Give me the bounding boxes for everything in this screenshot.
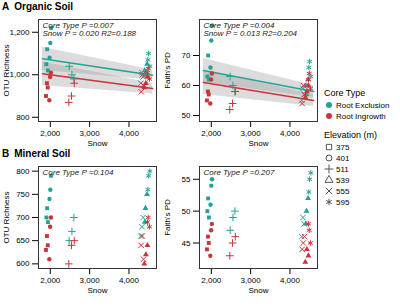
svg-text:Core Type P =0.007Snow P = 0.0: Core Type P =0.007Snow P = 0.020 R2=0.18… (43, 21, 137, 38)
svg-text:2,000: 2,000 (201, 276, 222, 285)
svg-text:595: 595 (336, 198, 350, 207)
svg-text:3,000: 3,000 (241, 129, 262, 138)
svg-text:1,200: 1,200 (9, 28, 30, 37)
svg-text:539: 539 (336, 176, 350, 185)
svg-text:555: 555 (336, 187, 350, 196)
svg-text:4,000: 4,000 (280, 129, 301, 138)
svg-text:800: 800 (16, 113, 30, 122)
svg-text:700: 700 (16, 213, 30, 222)
svg-text:401: 401 (336, 154, 350, 163)
svg-text:45: 45 (182, 239, 191, 248)
svg-text:2,000: 2,000 (40, 129, 61, 138)
svg-text:3,000: 3,000 (80, 129, 101, 138)
svg-text:4,000: 4,000 (280, 276, 301, 285)
svg-text:3,000: 3,000 (80, 276, 101, 285)
svg-text:4,000: 4,000 (119, 129, 140, 138)
html-text:Organic Soil: Organic Soil (14, 1, 74, 12)
svg-text:60: 60 (182, 81, 191, 90)
svg-text:50: 50 (182, 111, 191, 120)
svg-text:55: 55 (182, 175, 191, 184)
svg-text:Elevation (m): Elevation (m) (324, 130, 377, 140)
svg-text:2,000: 2,000 (40, 276, 61, 285)
svg-text:Core Type P =0.004Snow P = 0.0: Core Type P =0.004Snow P = 0.013 R2=0.20… (204, 21, 298, 38)
svg-text:Faith's PD: Faith's PD (163, 52, 172, 89)
svg-text:Snow: Snow (248, 286, 268, 295)
svg-text:800: 800 (16, 167, 30, 176)
svg-text:70: 70 (182, 51, 191, 60)
svg-text:375: 375 (336, 143, 350, 152)
svg-text:OTU Richness: OTU Richness (2, 191, 11, 243)
svg-text:Snow: Snow (87, 286, 107, 295)
svg-text:600: 600 (16, 259, 30, 268)
svg-text:Core Type: Core Type (324, 88, 365, 98)
svg-text:650: 650 (16, 236, 30, 245)
svg-text:Core Type P =0.207: Core Type P =0.207 (204, 168, 275, 177)
svg-text:2,000: 2,000 (201, 129, 222, 138)
svg-text:1,000: 1,000 (9, 70, 30, 79)
svg-text:Snow: Snow (87, 139, 107, 148)
svg-text:511: 511 (336, 165, 349, 174)
svg-text:Root Ingrowth: Root Ingrowth (336, 112, 386, 121)
svg-text:4,000: 4,000 (119, 276, 140, 285)
html-text:A: A (2, 1, 10, 12)
svg-text:OTU Richness: OTU Richness (2, 44, 11, 96)
svg-text:50: 50 (182, 207, 191, 216)
svg-text:Snow: Snow (248, 139, 268, 148)
svg-text:3,000: 3,000 (241, 276, 262, 285)
html-text:Mineral Soil: Mineral Soil (14, 148, 71, 159)
html-text:B: B (2, 148, 10, 159)
svg-text:750: 750 (16, 190, 30, 199)
svg-text:Root Exclusion: Root Exclusion (336, 101, 389, 110)
svg-text:Core Type P =0.104: Core Type P =0.104 (43, 168, 114, 177)
svg-text:Faith's PD: Faith's PD (163, 199, 172, 236)
